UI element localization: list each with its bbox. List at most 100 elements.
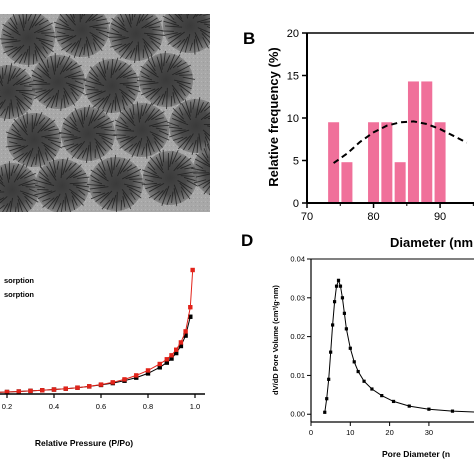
tem-particle bbox=[136, 50, 196, 110]
histogram-bar bbox=[341, 162, 353, 203]
particle-fiber bbox=[119, 88, 136, 101]
particle-fiber bbox=[45, 152, 49, 161]
particle-body bbox=[61, 107, 115, 161]
particle-fiber bbox=[38, 171, 50, 181]
particle-fiber bbox=[24, 172, 36, 179]
particle-fiber bbox=[110, 58, 114, 79]
histogram-bar bbox=[381, 122, 393, 203]
y-tick-label: 0.04 bbox=[290, 255, 305, 264]
particle-fiber bbox=[171, 113, 186, 123]
tem-particle bbox=[0, 63, 37, 121]
particle-fiber bbox=[204, 132, 210, 142]
particle-fiber bbox=[83, 107, 86, 121]
particle-fiber bbox=[17, 202, 20, 212]
particle-fiber bbox=[37, 67, 52, 79]
particle-fiber bbox=[65, 62, 78, 72]
particle-fiber bbox=[136, 101, 140, 123]
particle-fiber bbox=[119, 70, 132, 79]
particle-fiber bbox=[172, 107, 185, 120]
isotherm-line bbox=[0, 316, 191, 393]
isotherm-series-1 bbox=[0, 314, 193, 395]
particle-fiber bbox=[62, 61, 73, 73]
pore-line bbox=[324, 278, 474, 413]
particle-fiber bbox=[117, 158, 126, 177]
particle-fiber bbox=[85, 14, 94, 24]
particle-fiber bbox=[83, 79, 105, 86]
particle-fiber bbox=[0, 178, 4, 184]
particle-fiber bbox=[91, 179, 103, 185]
particle-fiber bbox=[34, 50, 38, 62]
particle-fiber bbox=[174, 14, 184, 23]
particle-fiber bbox=[3, 33, 15, 39]
particle-fiber bbox=[114, 43, 127, 51]
particle-fiber bbox=[142, 38, 155, 52]
particle-fiber bbox=[52, 158, 57, 174]
particle-fiber bbox=[173, 188, 178, 207]
particle-fiber bbox=[74, 14, 76, 15]
particle-fiber bbox=[63, 94, 66, 109]
particle-fiber bbox=[158, 188, 168, 201]
particle-fiber bbox=[149, 37, 162, 45]
particle-fiber bbox=[162, 15, 177, 24]
particle-fiber bbox=[40, 42, 54, 53]
particle-fiber bbox=[152, 124, 171, 128]
particle-fiber bbox=[18, 14, 25, 32]
x-tick-label: 20 bbox=[385, 428, 393, 437]
particle-fiber bbox=[59, 55, 71, 75]
particle-fiber bbox=[116, 129, 135, 132]
particle-fiber bbox=[88, 76, 102, 84]
x-tick-label: 0.8 bbox=[143, 402, 153, 411]
particle-fiber bbox=[226, 154, 242, 164]
particle-fiber bbox=[106, 160, 113, 178]
particle-fiber bbox=[18, 178, 35, 186]
particle-fiber bbox=[98, 134, 113, 141]
particle-fiber bbox=[69, 116, 77, 127]
particle-fiber bbox=[2, 203, 9, 212]
particle-fiber bbox=[119, 81, 137, 85]
particle-fiber bbox=[136, 14, 141, 27]
particle-fiber bbox=[90, 174, 100, 182]
particle-fiber bbox=[7, 63, 13, 85]
pore-point bbox=[348, 346, 352, 350]
particle-fiber bbox=[17, 195, 29, 212]
particle-fiber bbox=[126, 185, 142, 194]
x-tick-label: 10 bbox=[346, 428, 354, 437]
particle-fiber bbox=[63, 127, 72, 133]
particle-fiber bbox=[114, 119, 129, 128]
particle-fiber bbox=[37, 189, 49, 191]
particle-fiber bbox=[138, 14, 145, 24]
particle-fiber bbox=[212, 132, 220, 139]
particle-fiber bbox=[180, 190, 185, 199]
pore-point bbox=[356, 369, 360, 374]
particle-fiber bbox=[114, 62, 122, 73]
particle-fiber bbox=[71, 78, 87, 80]
particle-fiber bbox=[202, 181, 210, 189]
particle-fiber bbox=[0, 204, 5, 210]
particle-fiber bbox=[200, 112, 210, 121]
particle-fiber bbox=[132, 104, 135, 116]
histogram-bar bbox=[407, 81, 419, 203]
particle-fiber bbox=[161, 90, 167, 105]
particle-fiber bbox=[111, 37, 129, 42]
particle-fiber bbox=[172, 117, 189, 126]
particle-fiber bbox=[119, 14, 125, 23]
particle-fiber bbox=[131, 140, 141, 158]
particle-fiber bbox=[60, 199, 65, 212]
particle-fiber bbox=[195, 158, 210, 168]
particle-fiber bbox=[147, 161, 156, 171]
particle-fiber bbox=[42, 46, 48, 54]
particle-fiber bbox=[11, 128, 21, 137]
particle-fiber bbox=[71, 195, 78, 206]
particle-fiber bbox=[228, 181, 233, 196]
particle-fiber bbox=[171, 191, 174, 204]
particle-fiber bbox=[50, 141, 63, 149]
particle-fiber bbox=[56, 161, 59, 170]
particle-fiber bbox=[97, 95, 109, 110]
particle-fiber bbox=[61, 35, 77, 45]
particle-fiber bbox=[197, 27, 210, 34]
particle-fiber bbox=[140, 104, 143, 120]
particle-fiber bbox=[118, 42, 131, 53]
particle-fiber bbox=[110, 43, 123, 48]
particle-body bbox=[1, 14, 55, 65]
pore-point bbox=[334, 284, 339, 288]
